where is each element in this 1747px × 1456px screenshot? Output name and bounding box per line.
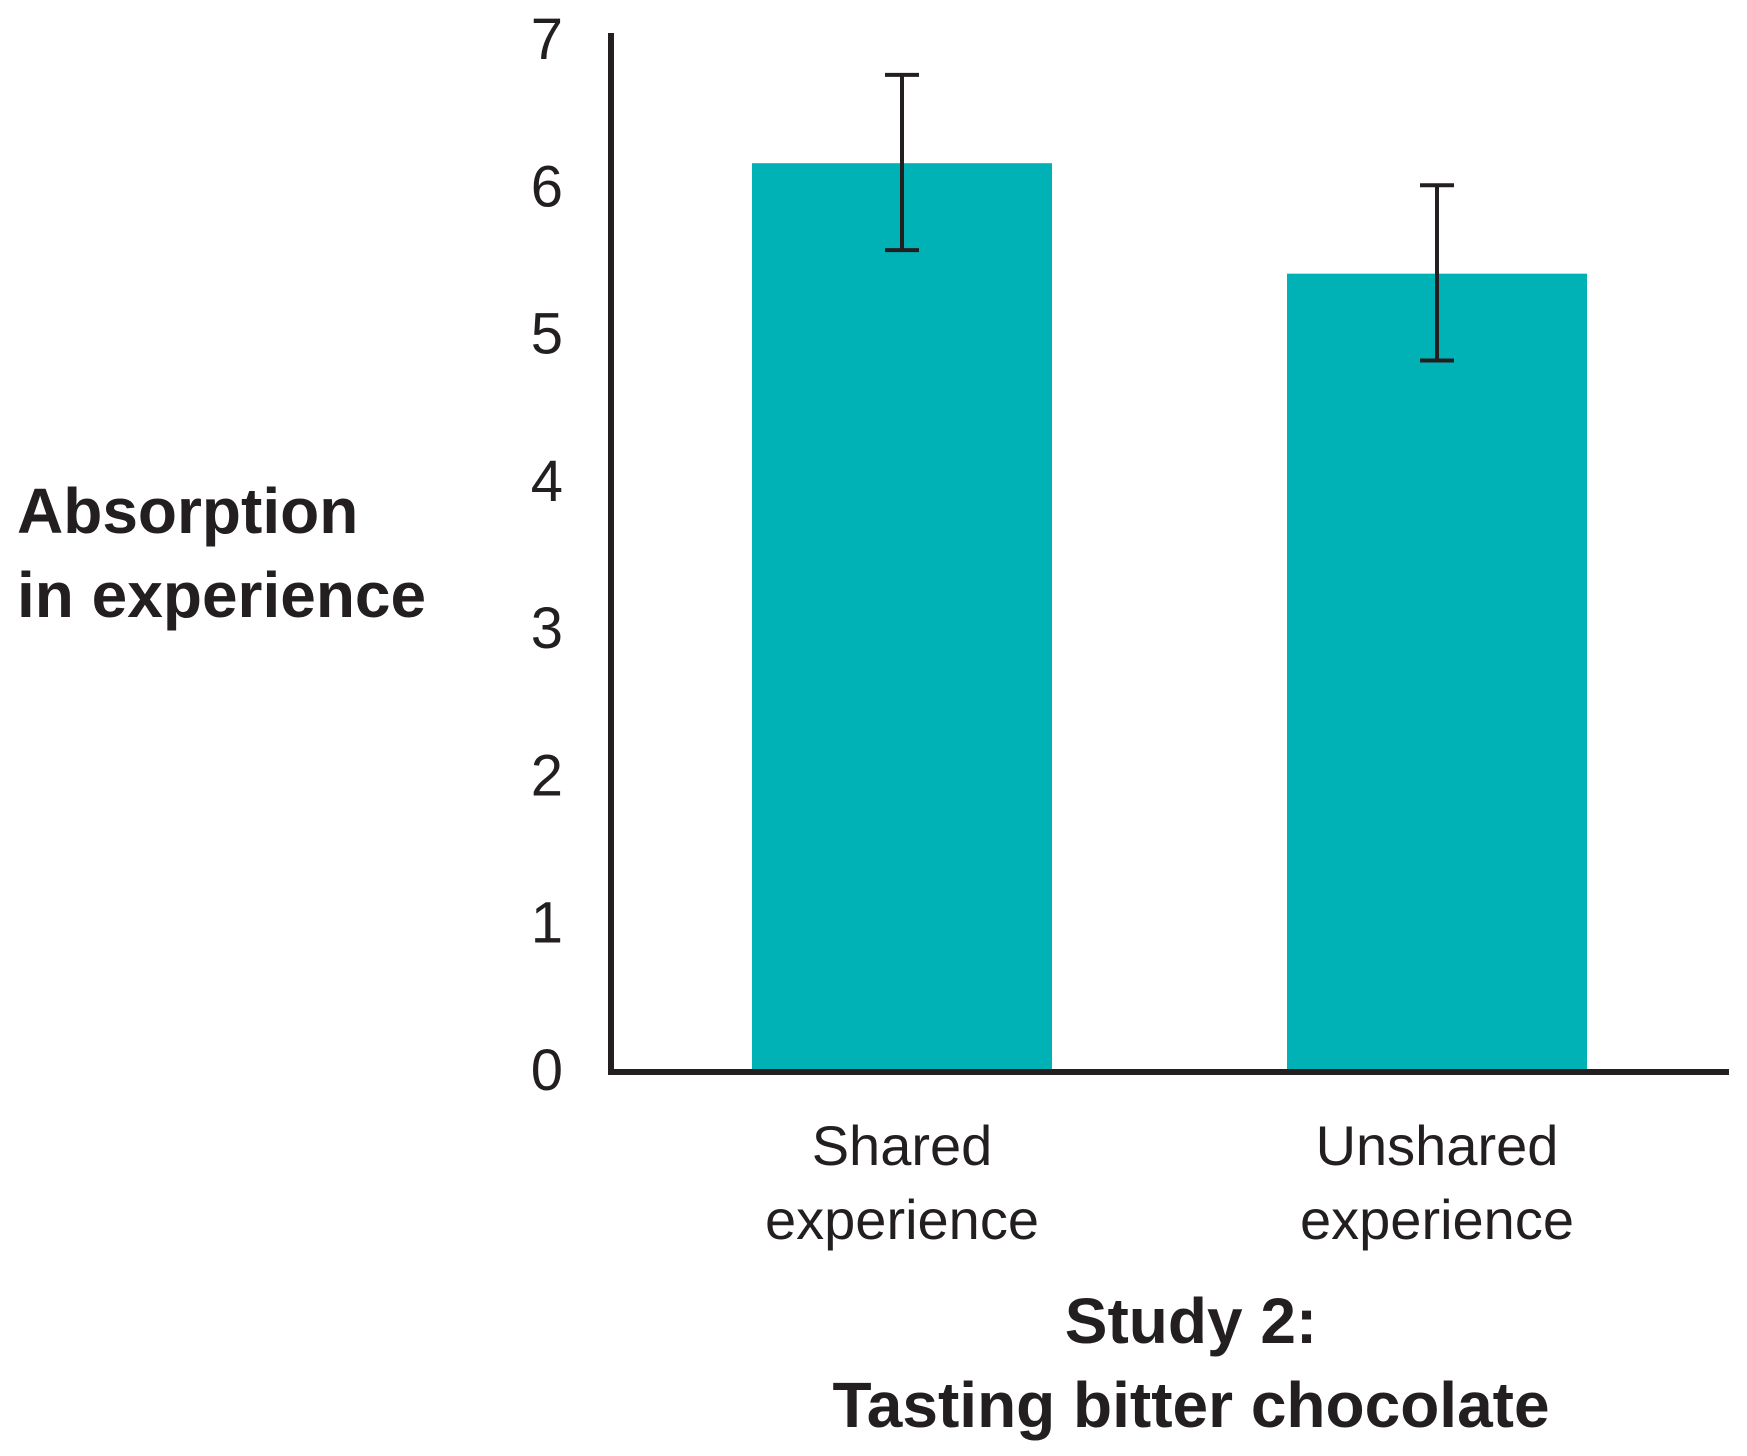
chart-title-line-2: Tasting bitter chocolate — [832, 1369, 1549, 1441]
y-axis-label-line-2: in experience — [17, 559, 426, 631]
y-tick-label: 5 — [531, 302, 563, 367]
y-tick-label: 2 — [531, 743, 563, 808]
y-tick-label: 7 — [531, 7, 563, 72]
y-axis-label-line-1: Absorption — [17, 475, 358, 547]
y-tick-label: 4 — [531, 449, 563, 514]
x-category-label: Unshared — [1316, 1114, 1559, 1177]
error-bars-group — [885, 72, 1454, 363]
bar — [1287, 273, 1587, 1070]
x-category-label: experience — [765, 1188, 1039, 1251]
y-tick-label: 6 — [531, 154, 563, 219]
error-bar — [1420, 183, 1454, 363]
y-tick-label: 3 — [531, 596, 563, 661]
y-tick-labels: 0 1 2 3 4 5 6 7 — [531, 7, 563, 1103]
error-bar — [885, 72, 919, 253]
bars-group — [752, 163, 1587, 1070]
y-tick-label: 0 — [531, 1038, 563, 1103]
x-category-label: experience — [1300, 1188, 1574, 1251]
y-tick-label: 1 — [531, 891, 563, 956]
bar — [752, 163, 1052, 1069]
x-category-label: Shared — [812, 1114, 993, 1177]
x-category-labels: Shared experience Unshared experience — [765, 1114, 1574, 1251]
chart-title-line-1: Study 2: — [1065, 1285, 1317, 1357]
